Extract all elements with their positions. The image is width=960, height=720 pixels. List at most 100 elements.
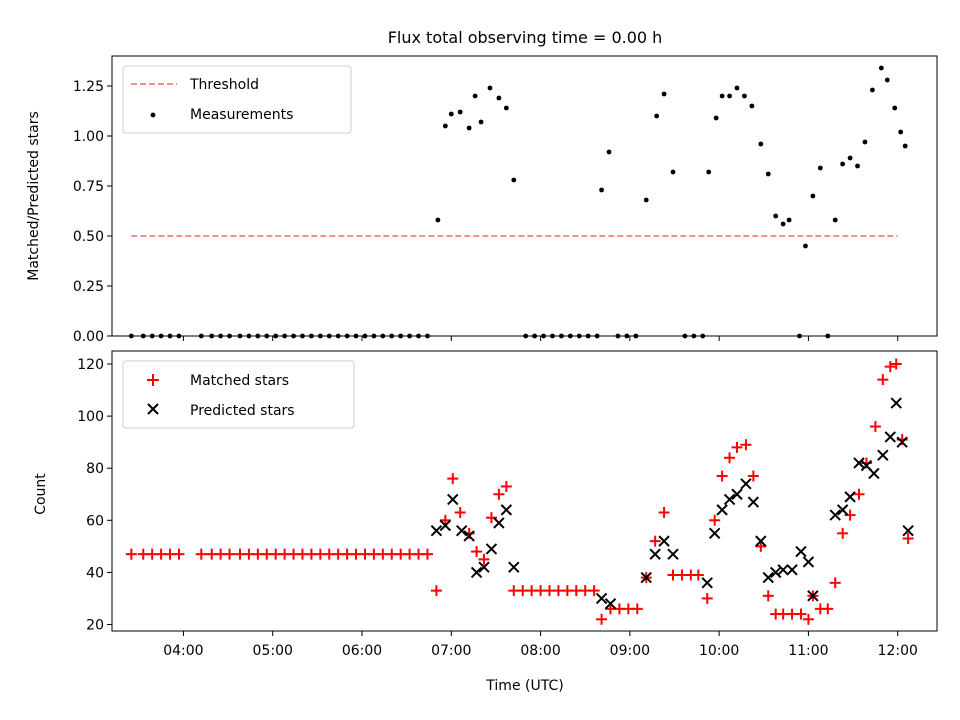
measurement-point [487,85,493,91]
predicted-legend-label: Predicted stars [190,403,295,419]
matched-star-point [844,509,856,521]
predicted-star-point [731,488,743,500]
predicted-star-point [649,548,661,560]
bottom-legend-box [122,360,355,429]
matched-star-point [588,585,600,597]
x-tick-label: 07:00 [431,643,471,659]
predicted-star-point [658,535,670,547]
measurement-point [661,91,667,97]
predicted-star-point [595,592,608,605]
predicted-star-point [716,504,728,516]
x-tick-label: 09:00 [610,643,650,659]
bottom-y-axis-label: Count [33,473,49,515]
predicted-star-point [777,564,789,576]
matched-star-point [439,514,451,526]
x-tick-label: 12:00 [878,643,918,659]
matched-star-point [173,548,185,560]
matched-star-point [822,603,834,615]
matched-star-point [596,613,608,625]
matched-star-point [709,514,721,526]
measurement-point [457,109,463,115]
matched-star-point [890,358,902,370]
measurement-point [706,169,712,175]
measurement-point [654,113,660,119]
predicted-star-point [439,519,452,532]
x-tick-label: 04:00 [163,643,203,659]
predicted-star-point [463,530,475,542]
predicted-star-point [762,571,774,584]
matched-star-point [485,512,497,524]
predicted-star-point [470,566,483,579]
matched-star-point [853,488,865,500]
measurement-point [496,95,502,101]
x-tick-label: 05:00 [253,643,293,659]
matched-star-point [762,590,774,602]
measurement-point [855,163,860,169]
matched-star-point [731,441,743,453]
bottom-plot-marks [125,358,914,625]
top-x-ticks [182,336,899,341]
predicted-star-point [430,525,443,537]
predicted-star-point [853,457,865,469]
measurement-point [466,125,472,131]
measurement-point [862,139,868,145]
top-axes-frame [111,55,938,337]
predicted-star-point [836,504,849,516]
measurement-point [817,165,823,171]
bottom-ytick-label: 20 [86,617,104,633]
matched-star-point [631,603,643,615]
matched-star-point [692,569,704,581]
measurement-point [435,217,441,223]
measurement-point [478,119,484,125]
matched-star-point [421,548,433,560]
matched-star-point [884,361,896,373]
predicted-star-point [795,545,807,558]
matched-star-point [755,540,767,552]
matched-star-point [454,506,466,518]
matched-star-point [224,548,236,560]
measurements-legend-label: Measurements [190,107,293,123]
bottom-panel: 20 40 60 80 100 120 04:00 05:00 06:00 07:00 08:00… [33,350,938,694]
predicted-star-point [902,525,914,537]
matched-legend-label: Matched stars [190,373,289,389]
matched-star-point [430,585,442,597]
threshold-legend-label: Threshold [189,77,259,93]
x-tick-label: 08:00 [520,643,560,659]
predicted-star-point [455,525,468,537]
predicted-star-point [786,564,798,576]
measurement-point [606,149,612,155]
predicted-star-point [802,556,815,568]
predicted-star-point [844,491,856,503]
predicted-star-point [747,496,760,508]
predicted-star-point [604,597,617,610]
matched-legend-swatch [147,374,159,386]
measurement-point [472,93,478,99]
predicted-star-point [807,590,819,602]
measurement-point [727,93,732,99]
top-ytick-label: 0.75 [73,179,104,195]
top-legend-box [122,65,352,134]
top-y-ticks: 0.00 0.25 0.50 0.75 1.00 1.25 [73,79,112,345]
matched-star-point [478,553,490,565]
predicted-star-point [890,397,902,409]
measurement-point [765,171,771,177]
measurement-point [832,217,838,223]
matched-star-point [447,473,459,485]
matched-star-point [701,592,713,604]
measurement-point [902,143,908,149]
measurement-point [780,221,786,227]
predicted-star-point [640,571,652,584]
predicted-star-point [485,543,498,555]
matched-star-point [869,421,881,433]
top-ytick-label: 0.50 [73,229,104,245]
matched-star-point [837,527,849,539]
bottom-ytick-label: 40 [86,565,104,581]
bottom-axes-frame [111,350,938,632]
matched-star-point [716,470,728,482]
measurement-point [884,77,890,83]
top-ytick-label: 0.00 [73,329,104,345]
matched-star-point [649,535,661,547]
matched-star-point [493,488,505,500]
measurement-point [670,169,676,175]
measurement-point [758,141,764,147]
